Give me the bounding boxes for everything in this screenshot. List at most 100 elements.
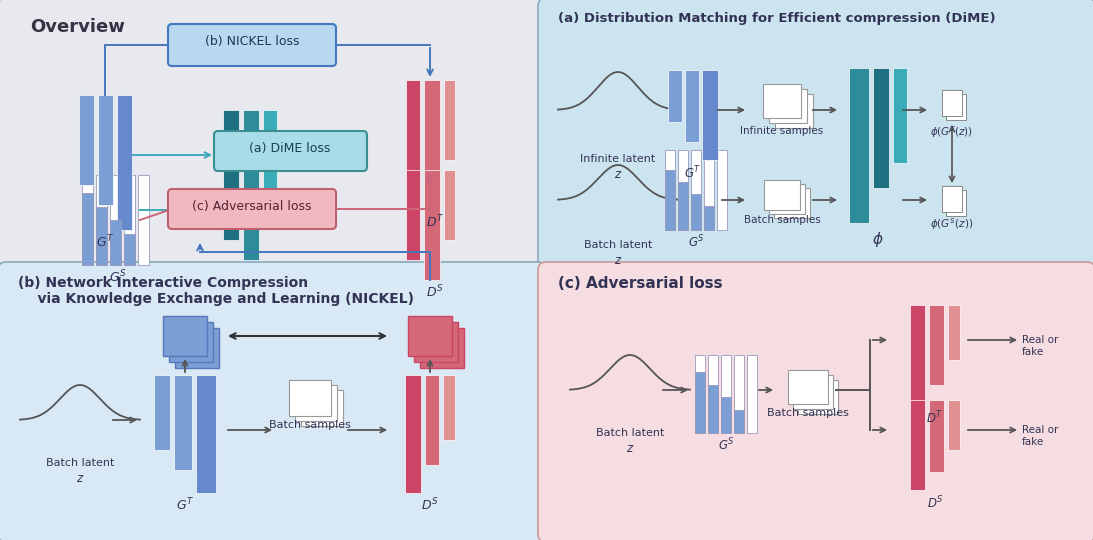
Bar [708,384,718,433]
Bar [947,94,966,120]
Bar [301,390,343,426]
Text: Real or
fake: Real or fake [1022,335,1058,356]
Bar [708,355,718,433]
Bar [849,68,869,223]
Bar [734,410,744,433]
Bar [444,80,455,160]
FancyBboxPatch shape [538,0,1093,270]
Bar [948,305,960,360]
Text: (a) DiME loss: (a) DiME loss [249,142,331,155]
Text: Overview: Overview [30,18,125,36]
Text: Infinite samples: Infinite samples [740,126,824,136]
Bar [138,175,149,265]
Bar [169,322,213,362]
Bar [775,94,813,128]
Bar [414,322,458,362]
Bar [443,375,455,440]
Text: (c) Adversarial loss: (c) Adversarial loss [192,200,312,213]
Bar [665,150,675,230]
Bar [685,70,700,142]
Bar [154,375,171,450]
Bar [788,370,828,404]
FancyBboxPatch shape [214,131,367,171]
FancyBboxPatch shape [168,24,336,66]
FancyBboxPatch shape [538,262,1093,540]
Bar [893,68,907,163]
Bar [929,305,944,385]
Bar [425,375,439,465]
Text: $z$: $z$ [614,168,622,181]
Bar [665,170,675,230]
Bar [124,233,134,265]
Text: $\phi(G^S(z))$: $\phi(G^S(z))$ [930,216,974,232]
Text: $D^S$: $D^S$ [927,495,943,511]
Bar [734,355,744,433]
Bar [769,89,807,123]
Bar [109,220,120,265]
Bar [691,150,701,230]
Bar [175,328,219,368]
Bar [678,150,687,230]
Bar [717,150,727,230]
Bar [668,70,682,122]
Bar [764,180,800,210]
Bar [95,175,106,265]
Bar [196,375,216,493]
Text: $D^S$: $D^S$ [421,497,439,514]
Bar [769,184,806,214]
Bar [124,175,134,265]
Bar [763,84,801,118]
Text: $z$: $z$ [75,472,84,485]
Bar [406,170,420,260]
Text: $D^S$: $D^S$ [426,284,444,301]
Text: $\phi(G^T(z))$: $\phi(G^T(z))$ [930,124,974,140]
Text: $z$: $z$ [614,254,622,267]
Text: $G^S$: $G^S$ [109,269,127,286]
Bar [910,305,925,405]
Bar [929,400,944,472]
Text: Real or
fake: Real or fake [1022,425,1058,447]
Bar [243,110,259,260]
Bar [163,316,207,356]
Bar [695,355,705,433]
Text: $G^S$: $G^S$ [687,234,705,251]
Bar [420,328,465,368]
Bar [721,355,731,433]
Text: (c) Adversarial loss: (c) Adversarial loss [559,276,722,291]
Bar [289,380,331,416]
FancyBboxPatch shape [0,0,546,270]
Bar [423,80,439,210]
Bar [910,400,925,490]
Bar [223,110,239,240]
Text: $D^T$: $D^T$ [926,410,943,427]
Bar [691,194,701,230]
Text: Infinite latent: Infinite latent [580,154,656,164]
Bar [444,170,455,240]
Bar [948,400,960,450]
Text: $G^S$: $G^S$ [717,437,734,454]
Bar [117,95,131,230]
Text: $G^T$: $G^T$ [176,497,195,514]
Bar [408,316,453,356]
Bar [423,170,439,280]
Text: via Knowledge Exchange and Learning (NICKEL): via Knowledge Exchange and Learning (NIC… [17,292,414,306]
Bar [704,206,714,230]
Bar [79,95,94,185]
Bar [109,175,120,265]
Text: $z$: $z$ [626,442,634,455]
Bar [798,380,838,414]
Bar [942,90,962,116]
Bar [794,375,833,409]
Text: Batch latent: Batch latent [46,458,114,468]
Bar [95,206,106,265]
Text: (a) Distribution Matching for Efficient compression (DiME): (a) Distribution Matching for Efficient … [559,12,996,25]
Bar [82,175,93,265]
Text: (b) NICKEL loss: (b) NICKEL loss [204,35,299,48]
Text: $G^T$: $G^T$ [684,165,702,181]
Text: $D^T$: $D^T$ [426,214,444,231]
Bar [942,186,962,212]
Bar [873,68,889,188]
Text: $\phi$: $\phi$ [872,230,884,249]
Bar [678,182,687,230]
Bar [947,190,966,216]
